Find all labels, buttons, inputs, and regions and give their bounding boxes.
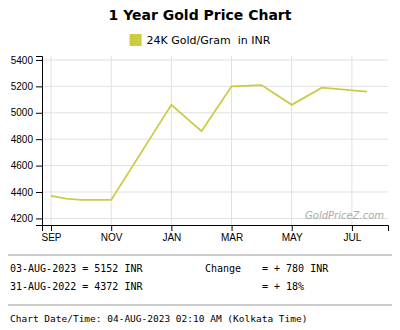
separator — [8, 255, 392, 256]
grid-line — [291, 56, 292, 225]
footer-datetime: Chart Date/Time: 04-AUG-2023 02:10 AM (K… — [10, 313, 307, 324]
chart: SEP NOV JAN MAR MAY JUL 4200 4400 4600 4800 5000 52… — [0, 0, 400, 330]
y-tick-mark — [36, 86, 42, 87]
x-tick-mark — [51, 225, 52, 231]
legend: 24K Gold/Gram in INR — [130, 34, 271, 47]
marks — [51, 85, 367, 200]
x-tick-label: NOV — [101, 232, 123, 243]
x-axis: SEP NOV JAN MAR MAY JUL — [42, 225, 389, 243]
watermark: GoldPriceZ.com — [305, 210, 384, 221]
grid-line — [51, 56, 52, 225]
line — [51, 85, 367, 200]
x-tick-label: MAR — [221, 232, 243, 243]
x-tick-mark — [171, 225, 172, 231]
y-axis-line — [36, 57, 43, 226]
x-tick-mark — [292, 225, 293, 231]
y-tick-label: 4200 — [11, 213, 34, 224]
footer-value: = + 18% — [262, 281, 304, 292]
y-tick-mark — [36, 218, 42, 219]
footer-label: Change — [205, 263, 241, 274]
y-tick-mark — [36, 139, 42, 140]
footer: 03-AUG-2023 = 5152 INR 31-AUG-2022 = 4372… — [8, 255, 392, 324]
x-tick-label: JUL — [343, 232, 361, 243]
x-tick-label: MAY — [282, 232, 303, 243]
x-tick-mark — [352, 225, 353, 231]
x-tick: SEP — [42, 225, 62, 243]
footer-value: = + 780 INR — [262, 263, 329, 274]
x-tick: MAY — [282, 225, 303, 243]
grid — [42, 56, 388, 225]
y-tick: 4800 — [11, 134, 42, 145]
plot-area: SEP NOV JAN MAR MAY JUL 4200 4400 4600 4800 5000 52… — [11, 55, 389, 243]
separator — [8, 305, 392, 306]
title: 1 Year Gold Price Chart — [109, 7, 292, 23]
y-tick-label: 5200 — [11, 81, 34, 92]
y-tick: 5400 — [11, 55, 42, 66]
x-tick: JUL — [343, 225, 361, 243]
y-tick-mark — [36, 166, 42, 167]
x-tick: NOV — [101, 225, 123, 243]
y-tick: 5200 — [11, 81, 42, 92]
x-axis-line — [43, 226, 389, 232]
footer-text: 03-AUG-2023 = 5152 INR — [10, 263, 143, 274]
y-tick-label: 4800 — [11, 134, 34, 145]
legend-swatch — [130, 34, 142, 46]
grid-line — [42, 191, 388, 192]
grid-line — [42, 139, 388, 140]
y-tick-mark — [36, 60, 42, 61]
y-tick: 4200 — [11, 213, 42, 224]
y-tick: 5000 — [11, 107, 42, 118]
x-tick-mark — [232, 225, 233, 231]
y-tick-label: 4400 — [11, 187, 34, 198]
x-tick-label: JAN — [162, 232, 181, 243]
y-tick-label: 4600 — [11, 160, 34, 171]
x-tick-mark — [111, 225, 112, 231]
legend-item: 24K Gold/Gram in INR — [130, 34, 271, 47]
grid-line — [42, 86, 388, 87]
y-axis: 4200 4400 4600 4800 5000 5200 5400 — [11, 55, 43, 226]
x-tick: JAN — [162, 225, 181, 243]
grid-line — [171, 56, 172, 225]
x-tick: MAR — [221, 225, 243, 243]
grid-line — [42, 165, 388, 166]
y-tick-mark — [36, 192, 42, 193]
grid-line — [351, 56, 352, 225]
grid-line — [42, 59, 388, 60]
y-tick-label: 5400 — [11, 55, 34, 66]
grid-line — [231, 56, 232, 225]
y-tick: 4600 — [11, 160, 42, 171]
x-tick-label: SEP — [42, 232, 62, 243]
y-tick: 4400 — [11, 187, 42, 198]
y-tick-mark — [36, 113, 42, 114]
y-tick-label: 5000 — [11, 107, 34, 118]
legend-label: 24K Gold/Gram in INR — [147, 34, 271, 47]
footer-text: 31-AUG-2022 = 4372 INR — [10, 281, 143, 292]
